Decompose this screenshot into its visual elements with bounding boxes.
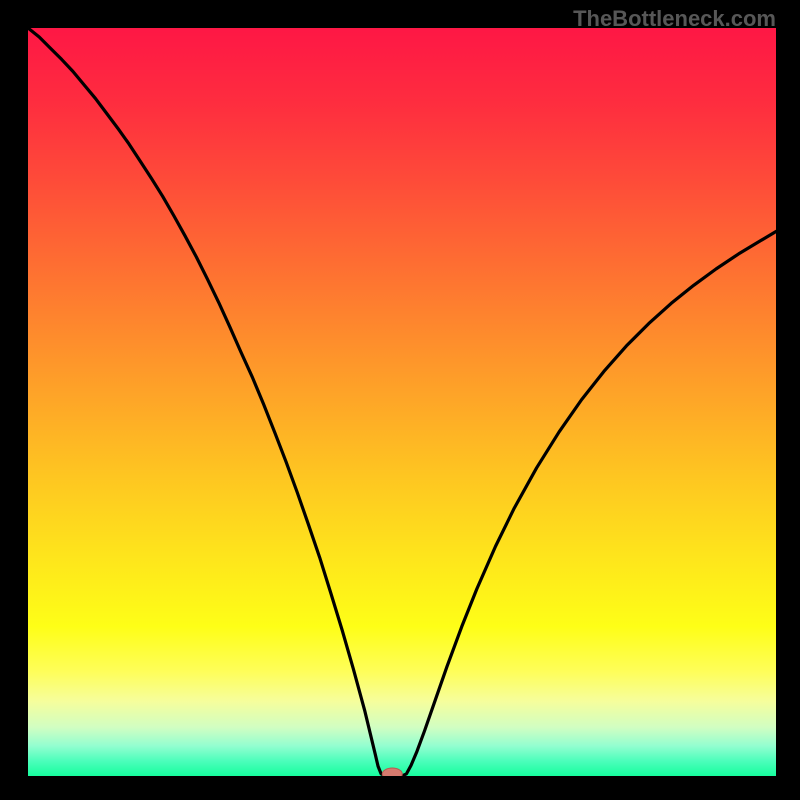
gradient-background [28,28,776,776]
bottleneck-chart [28,28,776,776]
optimal-point-marker [382,768,402,776]
chart-container: TheBottleneck.com [0,0,800,800]
plot-frame [28,28,776,776]
watermark-text: TheBottleneck.com [573,6,776,32]
